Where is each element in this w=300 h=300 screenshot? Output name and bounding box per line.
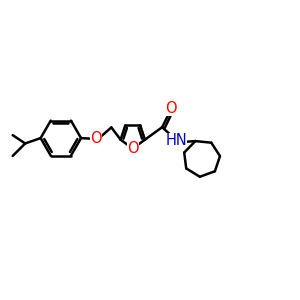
Text: HN: HN (166, 133, 187, 148)
Text: O: O (90, 131, 102, 146)
Text: O: O (165, 101, 177, 116)
Text: O: O (127, 141, 139, 156)
